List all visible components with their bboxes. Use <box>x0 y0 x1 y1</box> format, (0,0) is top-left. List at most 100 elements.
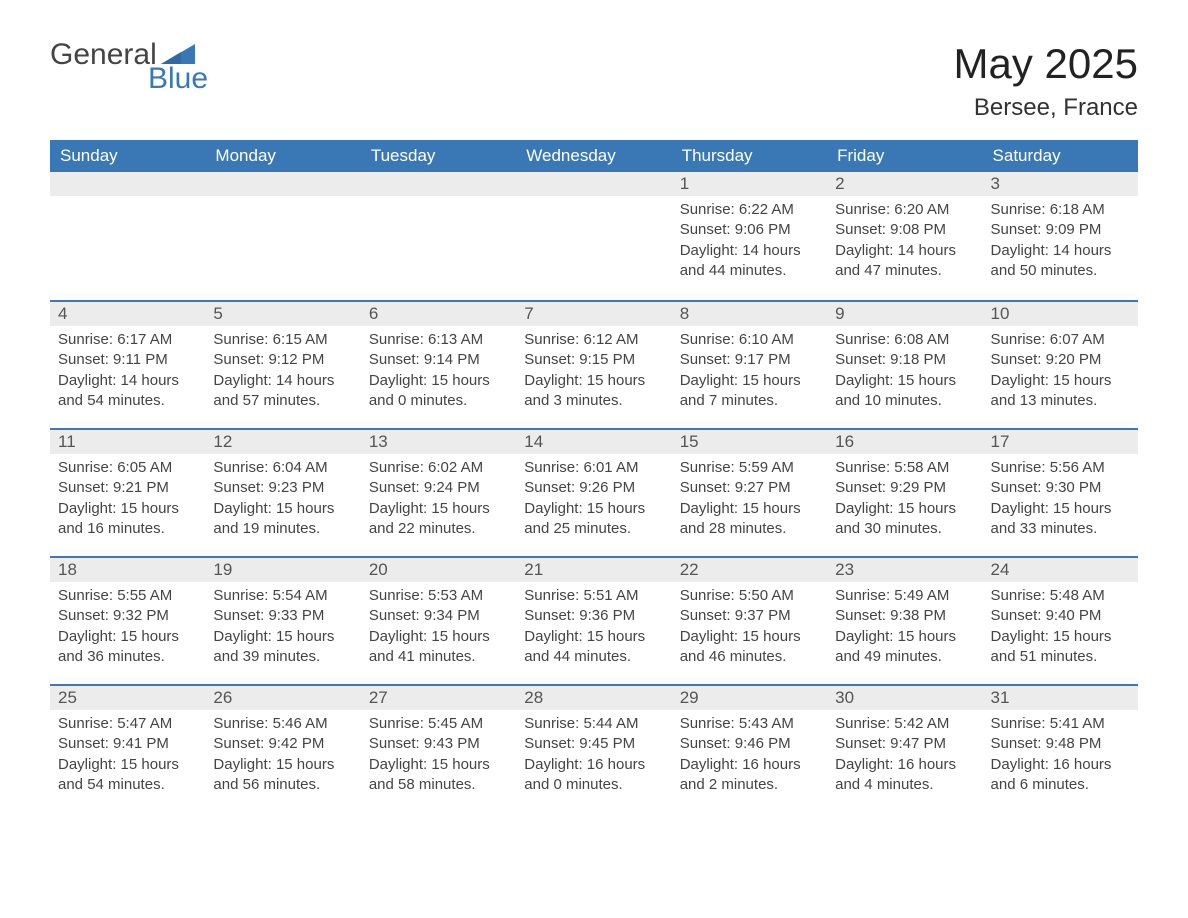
sunrise-text: Sunrise: 6:04 AM <box>213 458 352 478</box>
daylight-text: Daylight: 15 hours and 54 minutes. <box>58 755 197 796</box>
day-body: Sunrise: 6:01 AMSunset: 9:26 PMDaylight:… <box>516 454 671 547</box>
sunrise-text: Sunrise: 5:48 AM <box>991 586 1130 606</box>
day-number-bar: 15 <box>672 428 827 454</box>
day-body: Sunrise: 5:46 AMSunset: 9:42 PMDaylight:… <box>205 710 360 803</box>
sunset-text: Sunset: 9:29 PM <box>835 478 974 498</box>
daylight-text: Daylight: 15 hours and 49 minutes. <box>835 627 974 668</box>
calendar-cell: 14Sunrise: 6:01 AMSunset: 9:26 PMDayligh… <box>516 428 671 556</box>
day-body: Sunrise: 5:59 AMSunset: 9:27 PMDaylight:… <box>672 454 827 547</box>
daylight-text: Daylight: 15 hours and 46 minutes. <box>680 627 819 668</box>
day-number: 18 <box>58 560 77 579</box>
day-number: 10 <box>991 304 1010 323</box>
calendar-cell: 20Sunrise: 5:53 AMSunset: 9:34 PMDayligh… <box>361 556 516 684</box>
day-number-bar <box>361 172 516 196</box>
day-body: Sunrise: 6:04 AMSunset: 9:23 PMDaylight:… <box>205 454 360 547</box>
day-body <box>361 196 516 208</box>
day-number-bar: 3 <box>983 172 1138 196</box>
day-number-bar: 31 <box>983 684 1138 710</box>
sunset-text: Sunset: 9:40 PM <box>991 606 1130 626</box>
sunset-text: Sunset: 9:09 PM <box>991 220 1130 240</box>
day-number-bar: 4 <box>50 300 205 326</box>
day-body: Sunrise: 6:12 AMSunset: 9:15 PMDaylight:… <box>516 326 671 419</box>
day-number: 21 <box>524 560 543 579</box>
day-body <box>205 196 360 208</box>
day-number: 30 <box>835 688 854 707</box>
calendar-week: 1Sunrise: 6:22 AMSunset: 9:06 PMDaylight… <box>50 172 1138 300</box>
calendar-cell: 11Sunrise: 6:05 AMSunset: 9:21 PMDayligh… <box>50 428 205 556</box>
day-number: 7 <box>524 304 533 323</box>
day-body: Sunrise: 5:56 AMSunset: 9:30 PMDaylight:… <box>983 454 1138 547</box>
logo: General Blue <box>50 40 208 94</box>
calendar-cell <box>516 172 671 300</box>
sunrise-text: Sunrise: 5:44 AM <box>524 714 663 734</box>
page-title: May 2025 <box>954 40 1138 88</box>
day-number: 4 <box>58 304 67 323</box>
sunset-text: Sunset: 9:32 PM <box>58 606 197 626</box>
day-number-bar: 14 <box>516 428 671 454</box>
sunrise-text: Sunrise: 6:22 AM <box>680 200 819 220</box>
sunset-text: Sunset: 9:20 PM <box>991 350 1130 370</box>
daylight-text: Daylight: 15 hours and 56 minutes. <box>213 755 352 796</box>
daylight-text: Daylight: 15 hours and 44 minutes. <box>524 627 663 668</box>
sunset-text: Sunset: 9:21 PM <box>58 478 197 498</box>
calendar-body: 1Sunrise: 6:22 AMSunset: 9:06 PMDaylight… <box>50 172 1138 812</box>
day-number: 2 <box>835 174 844 193</box>
daylight-text: Daylight: 14 hours and 47 minutes. <box>835 241 974 282</box>
calendar-week: 4 Sunrise: 6:17 AMSunset: 9:11 PMDaylight… <box>50 300 1138 428</box>
sunset-text: Sunset: 9:34 PM <box>369 606 508 626</box>
weekday-header: Wednesday <box>516 140 671 172</box>
sunset-text: Sunset: 9:42 PM <box>213 734 352 754</box>
sunset-text: Sunset: 9:06 PM <box>680 220 819 240</box>
day-number: 8 <box>680 304 689 323</box>
sunrise-text: Sunrise: 6:12 AM <box>524 330 663 350</box>
day-number: 28 <box>524 688 543 707</box>
calendar-cell: 29Sunrise: 5:43 AMSunset: 9:46 PMDayligh… <box>672 684 827 812</box>
day-number-bar: 11 <box>50 428 205 454</box>
day-body: Sunrise: 5:42 AMSunset: 9:47 PMDaylight:… <box>827 710 982 803</box>
calendar-cell <box>205 172 360 300</box>
day-number-bar: 25 <box>50 684 205 710</box>
day-number: 15 <box>680 432 699 451</box>
day-body: Sunrise: 5:54 AMSunset: 9:33 PMDaylight:… <box>205 582 360 675</box>
sunrise-text: Sunrise: 5:49 AM <box>835 586 974 606</box>
weekday-header-row: SundayMondayTuesdayWednesdayThursdayFrid… <box>50 140 1138 172</box>
sunrise-text: Sunrise: 6:18 AM <box>991 200 1130 220</box>
calendar-cell: 13Sunrise: 6:02 AMSunset: 9:24 PMDayligh… <box>361 428 516 556</box>
day-number-bar: 2 <box>827 172 982 196</box>
calendar-cell: 2Sunrise: 6:20 AMSunset: 9:08 PMDaylight… <box>827 172 982 300</box>
calendar-cell: 30 Sunrise: 5:42 AMSunset: 9:47 PMDayligh… <box>827 684 982 812</box>
sunset-text: Sunset: 9:24 PM <box>369 478 508 498</box>
sunrise-text: Sunrise: 5:43 AM <box>680 714 819 734</box>
daylight-text: Daylight: 16 hours and 4 minutes. <box>835 755 974 796</box>
day-number: 23 <box>835 560 854 579</box>
calendar-cell: 12Sunrise: 6:04 AMSunset: 9:23 PMDayligh… <box>205 428 360 556</box>
calendar-cell: 21Sunrise: 5:51 AMSunset: 9:36 PMDayligh… <box>516 556 671 684</box>
header-row: General Blue May 2025 Bersee, France <box>50 40 1138 122</box>
day-number: 19 <box>213 560 232 579</box>
calendar-cell: 31Sunrise: 5:41 AMSunset: 9:48 PMDayligh… <box>983 684 1138 812</box>
sunset-text: Sunset: 9:36 PM <box>524 606 663 626</box>
day-body: Sunrise: 6:17 AMSunset: 9:11 PMDaylight:… <box>50 326 205 419</box>
sunset-text: Sunset: 9:23 PM <box>213 478 352 498</box>
title-block: May 2025 Bersee, France <box>954 40 1138 122</box>
daylight-text: Daylight: 15 hours and 30 minutes. <box>835 499 974 540</box>
sunrise-text: Sunrise: 5:58 AM <box>835 458 974 478</box>
day-body: Sunrise: 5:58 AMSunset: 9:29 PMDaylight:… <box>827 454 982 547</box>
day-number-bar: 12 <box>205 428 360 454</box>
calendar-cell: 26Sunrise: 5:46 AMSunset: 9:42 PMDayligh… <box>205 684 360 812</box>
calendar-cell: 28 Sunrise: 5:44 AMSunset: 9:45 PMDayligh… <box>516 684 671 812</box>
day-body: Sunrise: 5:44 AMSunset: 9:45 PMDaylight:… <box>516 710 671 803</box>
daylight-text: Daylight: 15 hours and 25 minutes. <box>524 499 663 540</box>
day-number-bar: 20 <box>361 556 516 582</box>
calendar-cell: 19 Sunrise: 5:54 AMSunset: 9:33 PMDayligh… <box>205 556 360 684</box>
day-number: 9 <box>835 304 844 323</box>
calendar-cell: 4 Sunrise: 6:17 AMSunset: 9:11 PMDaylight… <box>50 300 205 428</box>
day-number-bar: 9 <box>827 300 982 326</box>
calendar-cell: 7 Sunrise: 6:12 AMSunset: 9:15 PMDaylight… <box>516 300 671 428</box>
day-body: Sunrise: 5:48 AMSunset: 9:40 PMDaylight:… <box>983 582 1138 675</box>
calendar-cell: 5Sunrise: 6:15 AMSunset: 9:12 PMDaylight… <box>205 300 360 428</box>
day-number: 24 <box>991 560 1010 579</box>
day-body: Sunrise: 6:22 AMSunset: 9:06 PMDaylight:… <box>672 196 827 289</box>
day-number-bar: 5 <box>205 300 360 326</box>
calendar-cell: 8Sunrise: 6:10 AMSunset: 9:17 PMDaylight… <box>672 300 827 428</box>
